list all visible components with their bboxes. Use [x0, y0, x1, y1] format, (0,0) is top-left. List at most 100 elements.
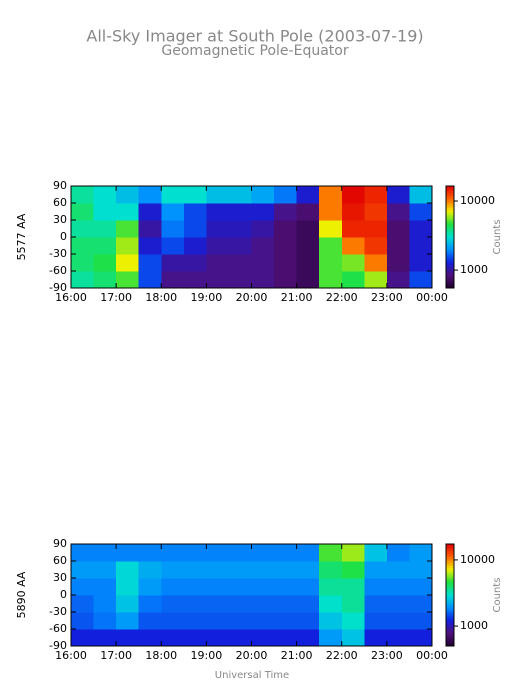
heatmap-cell: [386, 561, 410, 579]
heatmap-cell: [274, 186, 298, 204]
colorbar-swatch: [446, 608, 454, 611]
heatmap-cell: [228, 578, 252, 596]
heatmap-cell: [409, 612, 433, 630]
heatmap-cell: [364, 237, 388, 255]
colorbar-swatch: [446, 571, 454, 574]
colorbar-swatch: [446, 186, 454, 189]
heatmap-cell: [386, 186, 410, 204]
colorbar-swatch: [446, 591, 454, 594]
heatmap-cell: [364, 186, 388, 204]
heatmap-cell: [116, 595, 140, 613]
heatmap-cell: [341, 561, 365, 579]
figure-title: All-Sky Imager at South Pole (2003-07-19…: [86, 27, 423, 46]
heatmap-cell: [183, 237, 207, 255]
x-tick-label: 23:00: [371, 291, 403, 304]
colorbar-swatch: [446, 644, 454, 647]
x-tick-label: 19:00: [191, 291, 223, 304]
colorbar-swatch: [446, 276, 454, 279]
colorbar-swatch: [446, 214, 454, 218]
heatmap-cell: [93, 612, 117, 630]
heatmap-cell: [274, 544, 298, 562]
heatmap-cell: [228, 595, 252, 613]
colorbar-swatch: [446, 243, 454, 246]
x-tick-label: 17:00: [100, 291, 132, 304]
heatmap-cell: [274, 220, 298, 238]
colorbar-swatch: [446, 245, 454, 248]
y-tick-label: -30: [49, 247, 67, 260]
colorbar-swatch: [446, 254, 454, 257]
colorbar-swatch: [446, 216, 454, 219]
heatmap-cell: [206, 578, 230, 596]
heatmap-cell: [116, 203, 140, 221]
x-tick-label: 18:00: [145, 291, 177, 304]
heatmap-cell: [71, 544, 95, 562]
colorbar-swatch: [446, 630, 454, 633]
x-tick-label: 16:00: [55, 291, 87, 304]
figure-subtitle: Geomagnetic Pole-Equator: [161, 43, 348, 59]
heatmap-cell: [364, 578, 388, 596]
y-axis-label: 5890 AA: [15, 571, 28, 618]
y-tick-label: 90: [53, 179, 67, 192]
heatmap-cell: [319, 271, 343, 289]
x-tick-label: 00:00: [416, 649, 448, 662]
heatmap-cell: [251, 203, 275, 221]
heatmap-cell: [206, 237, 230, 255]
colorbar-swatch: [446, 598, 454, 601]
colorbar-swatch: [446, 578, 454, 581]
colorbar-swatch: [446, 228, 454, 231]
colorbar-swatch: [446, 192, 454, 195]
heatmap-cell: [319, 629, 343, 647]
colorbar-swatch: [446, 612, 454, 615]
heatmap-cell: [228, 237, 252, 255]
colorbar-swatch: [446, 562, 454, 565]
heatmap-cell: [161, 220, 185, 238]
heatmap-cell: [71, 578, 95, 596]
heatmap-cell: [364, 254, 388, 272]
heatmap-cell: [183, 254, 207, 272]
heatmap-cell: [319, 220, 343, 238]
heatmap-cell: [116, 186, 140, 204]
heatmap-cell: [206, 203, 230, 221]
heatmap-cell: [319, 595, 343, 613]
heatmap-cell: [228, 186, 252, 204]
colorbar-swatch: [446, 622, 454, 625]
heatmap-cell: [228, 561, 252, 579]
heatmap-cell: [161, 203, 185, 221]
x-tick-label: 17:00: [100, 649, 132, 662]
heatmap-cell: [71, 203, 95, 221]
colorbar-swatch: [446, 284, 454, 287]
colorbar-swatch: [446, 639, 454, 642]
colorbar-swatch: [446, 640, 454, 644]
heatmap-cell: [364, 203, 388, 221]
heatmap-cell: [183, 595, 207, 613]
heatmap-cell: [93, 271, 117, 289]
heatmap-cell: [364, 561, 388, 579]
heatmap-cell: [138, 220, 162, 238]
heatmap-cell: [296, 578, 320, 596]
colorbar-swatch: [446, 632, 454, 635]
heatmap-cell: [409, 578, 433, 596]
heatmap-cell: [71, 237, 95, 255]
colorbar-swatch: [446, 240, 454, 243]
heatmap-cell: [206, 271, 230, 289]
heatmap-cell: [161, 612, 185, 630]
heatmap-cell: [341, 595, 365, 613]
colorbar-tick-label: 10000: [460, 194, 495, 207]
x-axis-label: Universal Time: [215, 670, 289, 680]
colorbar-swatch: [446, 225, 454, 228]
colorbar-swatch: [446, 549, 454, 552]
heatmap-cell: [364, 612, 388, 630]
heatmap-cell: [409, 544, 433, 562]
colorbar-swatch: [446, 206, 454, 209]
colorbar-swatch: [446, 596, 454, 599]
heatmap-cell: [116, 237, 140, 255]
heatmap-cell: [319, 203, 343, 221]
colorbar-swatch: [446, 191, 454, 194]
colorbar-swatch: [446, 271, 454, 274]
colorbar-swatch: [446, 557, 454, 560]
y-tick-label: 30: [53, 213, 67, 226]
heatmap-cell: [71, 629, 95, 647]
y-tick-label: 60: [53, 554, 67, 567]
colorbar-swatch: [446, 615, 454, 618]
heatmap-cell: [138, 612, 162, 630]
